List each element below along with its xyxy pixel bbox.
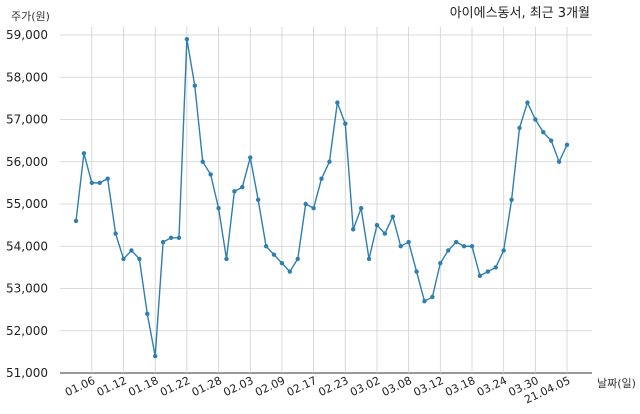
- y-tick-label: 56,000: [6, 155, 48, 169]
- y-tick-label: 51,000: [6, 366, 48, 380]
- data-point: [525, 100, 530, 105]
- x-tick-label: 02.23: [317, 374, 351, 399]
- data-point: [430, 294, 435, 300]
- data-point: [446, 248, 451, 253]
- data-point: [453, 239, 459, 245]
- y-tick-label: 58,000: [6, 70, 48, 84]
- y-tick-label: 52,000: [6, 324, 48, 338]
- data-point: [461, 244, 467, 249]
- x-axis-ticks: 01.0601.1201.1801.2201.2802.0302.0902.17…: [63, 374, 572, 406]
- data-point: [255, 197, 261, 202]
- data-point: [176, 235, 182, 240]
- y-axis-ticks: 51,000 52,000 53,000 54,000 55,000 56,000 57,0…: [6, 28, 48, 380]
- x-tick-label: 03.02: [348, 374, 382, 399]
- x-tick-label: 02.03: [221, 374, 255, 399]
- grid-lines: [60, 27, 592, 374]
- data-point: [366, 256, 372, 262]
- y-axis-title: 주가(원): [11, 10, 50, 23]
- data-point: [160, 239, 166, 245]
- data-point: [121, 256, 126, 262]
- data-point: [240, 184, 245, 190]
- x-tick-label: 02.09: [253, 374, 287, 399]
- x-tick-label: 03.24: [475, 374, 509, 399]
- data-point: [287, 269, 293, 274]
- data-point: [248, 155, 253, 160]
- data-point: [327, 159, 332, 164]
- data-point: [271, 252, 277, 257]
- data-point: [414, 269, 419, 274]
- data-point: [374, 222, 380, 228]
- data-point: [390, 214, 395, 219]
- data-point: [438, 260, 443, 266]
- data-point: [105, 176, 110, 181]
- data-point: [501, 248, 506, 253]
- data-point: [398, 244, 403, 249]
- x-tick-label: 01.18: [126, 374, 160, 399]
- data-points: [73, 37, 570, 359]
- data-point: [343, 121, 348, 126]
- x-tick-label: 03.12: [412, 374, 446, 399]
- data-point: [137, 256, 142, 262]
- data-point: [263, 244, 269, 249]
- data-point: [208, 172, 213, 177]
- data-point: [232, 189, 237, 194]
- data-point: [549, 138, 554, 143]
- data-point: [509, 197, 514, 202]
- y-tick-label: 59,000: [6, 28, 48, 42]
- y-tick-label: 53,000: [6, 282, 48, 296]
- data-point: [89, 180, 95, 186]
- data-point: [303, 201, 308, 207]
- data-point: [541, 129, 546, 135]
- data-point: [184, 37, 190, 42]
- data-point: [533, 117, 538, 122]
- x-tick-label: 01.06: [63, 374, 97, 399]
- data-point: [469, 244, 475, 249]
- data-point: [153, 353, 158, 359]
- data-point: [335, 100, 340, 105]
- data-point: [517, 125, 522, 131]
- data-point: [200, 159, 205, 164]
- data-point: [311, 206, 316, 211]
- data-point: [382, 231, 388, 236]
- data-point: [295, 256, 300, 262]
- series-line: [75, 39, 568, 357]
- y-tick-label: 57,000: [6, 113, 48, 127]
- data-point: [493, 265, 498, 270]
- x-axis-title: 날짜(일): [597, 376, 636, 390]
- x-tick-label: 02.17: [285, 374, 319, 399]
- x-tick-label: 03.18: [443, 374, 477, 399]
- data-point: [81, 151, 87, 156]
- data-point: [564, 142, 570, 148]
- x-tick-label: 01.28: [190, 374, 224, 399]
- data-point: [422, 298, 427, 304]
- data-point: [351, 227, 356, 232]
- data-point: [192, 83, 197, 88]
- data-point: [358, 206, 364, 211]
- data-point: [279, 260, 285, 266]
- data-point: [477, 273, 483, 279]
- x-tick-label: 01.12: [95, 374, 129, 399]
- data-point: [113, 231, 118, 236]
- data-point: [145, 311, 150, 317]
- y-tick-label: 55,000: [6, 197, 48, 211]
- data-point: [168, 235, 174, 240]
- data-point: [556, 159, 562, 164]
- data-point: [319, 176, 324, 181]
- x-tick-label: 01.22: [158, 374, 192, 399]
- data-point: [406, 239, 411, 245]
- data-point: [224, 256, 229, 262]
- data-point: [129, 248, 134, 253]
- data-point: [216, 206, 221, 211]
- x-tick-label: 03.08: [380, 374, 414, 399]
- data-point: [485, 269, 491, 274]
- data-point: [73, 218, 79, 224]
- data-point: [97, 180, 102, 186]
- chart-title: 아이에스동서, 최근 3개월: [450, 6, 590, 21]
- y-tick-label: 54,000: [6, 239, 48, 253]
